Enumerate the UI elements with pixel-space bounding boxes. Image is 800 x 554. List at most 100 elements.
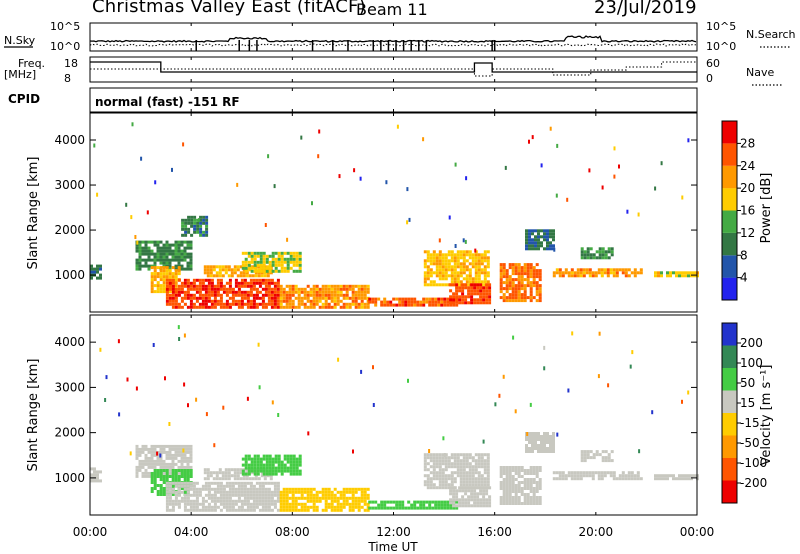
data-cell bbox=[279, 490, 283, 494]
data-cell bbox=[511, 490, 515, 493]
data-cell bbox=[354, 502, 358, 506]
data-cell bbox=[537, 432, 540, 435]
data-cell bbox=[204, 493, 208, 497]
data-cell bbox=[624, 274, 628, 278]
data-cell bbox=[529, 466, 533, 469]
data-cell bbox=[543, 366, 546, 371]
data-cell bbox=[198, 287, 202, 291]
data-cell bbox=[549, 438, 552, 441]
data-cell bbox=[171, 252, 175, 256]
data-cell bbox=[324, 299, 328, 303]
data-cell bbox=[183, 465, 187, 469]
data-cell bbox=[396, 124, 399, 129]
data-cell bbox=[147, 450, 151, 454]
data-cell bbox=[324, 505, 328, 509]
data-cell bbox=[156, 451, 159, 456]
data-cell bbox=[153, 472, 157, 475]
data-cell bbox=[156, 252, 160, 256]
data-cell bbox=[292, 260, 296, 264]
data-cell bbox=[441, 468, 445, 472]
data-cell bbox=[535, 281, 539, 285]
data-cell bbox=[583, 450, 587, 454]
data-cell bbox=[318, 305, 322, 309]
data-cell bbox=[589, 450, 593, 454]
data-cell bbox=[423, 474, 427, 478]
data-cell bbox=[261, 484, 265, 488]
data-cell bbox=[474, 265, 478, 269]
data-cell bbox=[523, 263, 527, 267]
data-cell bbox=[153, 462, 157, 466]
data-cell bbox=[165, 281, 169, 285]
data-cell bbox=[259, 263, 263, 267]
data-cell bbox=[360, 293, 364, 297]
data-cell bbox=[183, 290, 187, 294]
data-cell bbox=[441, 274, 445, 278]
data-cell bbox=[525, 229, 528, 233]
data-cell bbox=[198, 508, 202, 512]
data-cell bbox=[234, 302, 238, 306]
data-cell bbox=[286, 460, 290, 464]
data-cell bbox=[654, 474, 657, 478]
colorbar-swatch bbox=[722, 480, 737, 503]
data-cell bbox=[261, 496, 265, 500]
data-cell bbox=[580, 250, 584, 254]
data-cell bbox=[228, 278, 232, 282]
data-cell bbox=[249, 502, 253, 506]
data-cell bbox=[392, 303, 396, 307]
data-cell bbox=[583, 453, 587, 457]
data-cell bbox=[234, 490, 238, 494]
data-cell bbox=[273, 287, 277, 291]
data-cell bbox=[543, 235, 546, 239]
data-cell bbox=[225, 305, 229, 309]
data-cell bbox=[291, 293, 295, 297]
nave-label: Nave bbox=[746, 66, 774, 79]
data-cell bbox=[654, 274, 657, 278]
data-cell bbox=[240, 293, 244, 297]
data-cell bbox=[477, 459, 481, 463]
data-cell bbox=[517, 472, 521, 475]
data-cell bbox=[553, 247, 556, 252]
data-cell bbox=[468, 468, 472, 472]
data-cell bbox=[204, 284, 208, 288]
data-cell bbox=[216, 293, 220, 297]
data-cell bbox=[183, 281, 187, 285]
data-cell bbox=[549, 232, 552, 236]
data-cell bbox=[291, 287, 295, 291]
data-cell bbox=[477, 268, 481, 272]
data-cell bbox=[192, 293, 196, 297]
data-cell bbox=[171, 481, 175, 485]
data-cell bbox=[383, 297, 387, 301]
data-cell bbox=[147, 264, 151, 268]
data-cell bbox=[291, 496, 295, 500]
data-cell bbox=[523, 484, 527, 487]
velocity-ylabel: Slant Range [km] bbox=[26, 359, 41, 472]
data-cell bbox=[219, 293, 223, 297]
data-cell bbox=[529, 490, 533, 493]
data-cell bbox=[298, 254, 302, 258]
data-cell bbox=[374, 500, 378, 504]
data-cell bbox=[363, 496, 367, 500]
data-cell bbox=[690, 274, 693, 278]
power-colorbar-label: Power [dB] bbox=[759, 173, 774, 244]
data-cell bbox=[282, 305, 286, 309]
data-cell bbox=[177, 493, 181, 497]
data-cell bbox=[327, 296, 331, 300]
data-cell bbox=[446, 303, 450, 307]
data-cell bbox=[207, 287, 211, 291]
data-cell bbox=[455, 303, 459, 307]
data-cell bbox=[312, 505, 316, 509]
data-cell bbox=[280, 472, 284, 476]
data-cell bbox=[237, 287, 241, 291]
data-cell bbox=[535, 502, 539, 505]
data-cell bbox=[342, 296, 346, 300]
data-cell bbox=[156, 444, 160, 448]
data-cell bbox=[246, 481, 250, 485]
data-cell bbox=[531, 432, 534, 435]
data-cell bbox=[171, 278, 175, 282]
data-cell bbox=[252, 296, 256, 300]
data-cell bbox=[177, 505, 181, 509]
data-cell bbox=[413, 500, 417, 504]
data-cell bbox=[171, 275, 175, 279]
data-cell bbox=[468, 250, 472, 254]
